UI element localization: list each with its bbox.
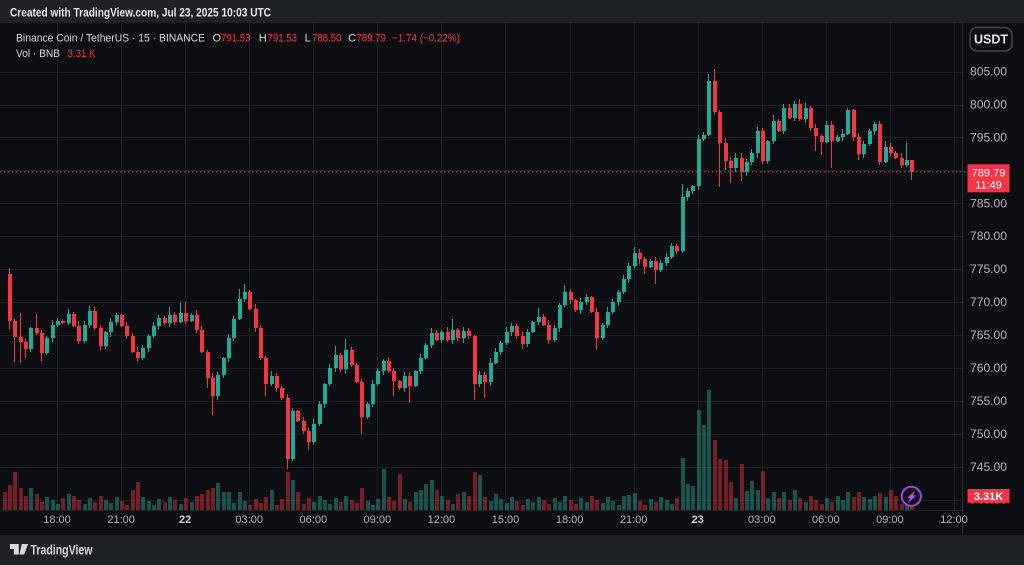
svg-text:15:00: 15:00 — [492, 514, 520, 526]
svg-text:12:00: 12:00 — [940, 514, 968, 526]
svg-text:18:00: 18:00 — [43, 514, 71, 526]
svg-text:22: 22 — [179, 514, 191, 526]
svg-text:3.31 K: 3.31 K — [68, 48, 97, 60]
svg-text:O: O — [213, 33, 222, 45]
svg-text:780.00: 780.00 — [970, 231, 1007, 243]
svg-text:23: 23 — [692, 514, 704, 526]
svg-text:03:00: 03:00 — [235, 514, 263, 526]
svg-text:21:00: 21:00 — [107, 514, 135, 526]
svg-text:21:00: 21:00 — [620, 514, 648, 526]
svg-text:06:00: 06:00 — [300, 514, 328, 526]
svg-text:791.53: 791.53 — [268, 33, 298, 45]
svg-text:09:00: 09:00 — [876, 514, 904, 526]
svg-text:745.00: 745.00 — [970, 462, 1007, 474]
svg-text:L: L — [305, 33, 311, 45]
svg-text:03:00: 03:00 — [748, 514, 776, 526]
svg-text:TradingView: TradingView — [31, 543, 93, 558]
svg-text:755.00: 755.00 — [970, 396, 1007, 408]
svg-text:C: C — [348, 33, 356, 45]
svg-text:788.50: 788.50 — [312, 33, 342, 45]
svg-text:USDT: USDT — [974, 33, 1008, 47]
svg-text:09:00: 09:00 — [364, 514, 392, 526]
svg-text:785.00: 785.00 — [970, 198, 1007, 210]
svg-text:765.00: 765.00 — [970, 330, 1007, 342]
svg-text:Vol · BNB: Vol · BNB — [16, 48, 60, 60]
svg-text:12:00: 12:00 — [428, 514, 456, 526]
svg-text:795.00: 795.00 — [970, 133, 1007, 145]
svg-text:800.00: 800.00 — [970, 100, 1007, 112]
svg-text:760.00: 760.00 — [970, 363, 1007, 375]
svg-text:789.79: 789.79 — [357, 33, 387, 45]
svg-text:Created with TradingView.com,: Created with TradingView.com, Jul 23, 20… — [10, 8, 271, 20]
svg-text:3.31K: 3.31K — [974, 491, 1003, 503]
svg-text:791.53: 791.53 — [221, 33, 251, 45]
svg-text:775.00: 775.00 — [970, 264, 1007, 276]
svg-text:789.79: 789.79 — [972, 167, 1006, 179]
svg-text:Binance Coin / TetherUS · 15 ·: Binance Coin / TetherUS · 15 · BINANCE — [16, 33, 205, 45]
svg-text:770.00: 770.00 — [970, 297, 1007, 309]
svg-text:11:49: 11:49 — [975, 180, 1002, 192]
svg-text:805.00: 805.00 — [970, 67, 1007, 79]
svg-text:−1.74 (−0.22%): −1.74 (−0.22%) — [392, 33, 460, 45]
svg-text:18:00: 18:00 — [556, 514, 584, 526]
svg-text:H: H — [259, 33, 267, 45]
svg-text:06:00: 06:00 — [812, 514, 840, 526]
svg-text:750.00: 750.00 — [970, 429, 1007, 441]
